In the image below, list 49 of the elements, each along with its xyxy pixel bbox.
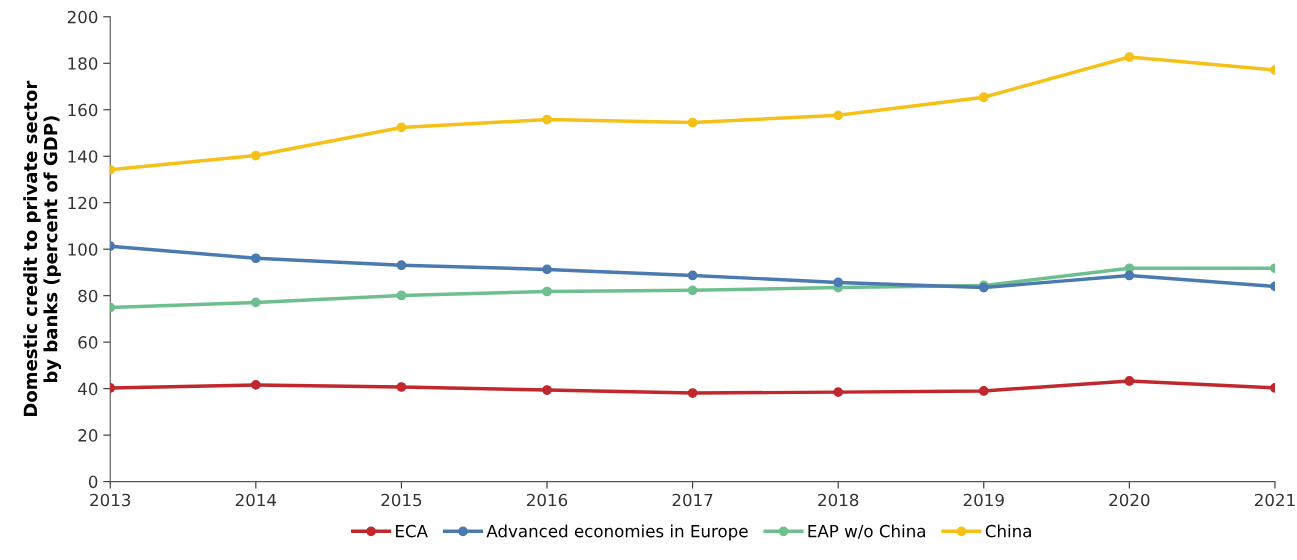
y-axis-title: Domestic credit to private sector by banks (percent of GDP) [23,80,62,417]
legend-label: EAP w/o China [808,524,925,539]
legend-label: China [985,524,1031,538]
y-tick-label: 160 [68,103,98,117]
point [542,114,552,125]
y-tick-label: 80 [78,289,98,303]
y-tick-label: 180 [68,57,98,70]
legend-label: Advanced economies in Europe [486,524,748,541]
point [687,270,698,281]
point [687,388,698,398]
x-tick-label: 2014 [235,493,277,507]
point [250,150,261,161]
x-tick-label: 2019 [963,493,1004,507]
legend-label: ECA [396,524,428,538]
point [1124,270,1135,281]
x-tick-label: 2016 [527,493,568,507]
y-tick-label: 100 [68,243,98,256]
x-tick-label: 2017 [672,493,713,507]
point [396,290,407,301]
point [978,92,989,103]
point [250,253,261,264]
point [542,385,552,395]
x-tick-label: 2013 [90,493,131,507]
x-tick-label: 2020 [1109,493,1150,507]
point [833,277,844,288]
y-tick-label: 40 [78,382,98,396]
point [396,260,407,271]
x-tick-label: 2018 [818,493,859,507]
x-tick-label: 2021 [1254,493,1295,507]
point [833,387,844,397]
point [250,380,261,390]
y-tick-label: 140 [68,150,98,163]
point [687,285,698,296]
y-tick-label: 200 [67,10,98,24]
y-tick-label: 0 [88,475,98,489]
point [833,110,844,121]
point [687,117,698,128]
point [978,386,989,396]
x-tick-label: 2015 [381,493,422,507]
point [250,297,261,308]
y-tick-label: 20 [78,429,98,442]
point [396,382,407,392]
y-tick-label: 120 [68,196,98,210]
point [542,264,552,275]
point [396,122,407,133]
point [1124,376,1135,386]
y-tick-label: 60 [78,336,98,349]
point [542,286,552,297]
point [1124,52,1135,62]
